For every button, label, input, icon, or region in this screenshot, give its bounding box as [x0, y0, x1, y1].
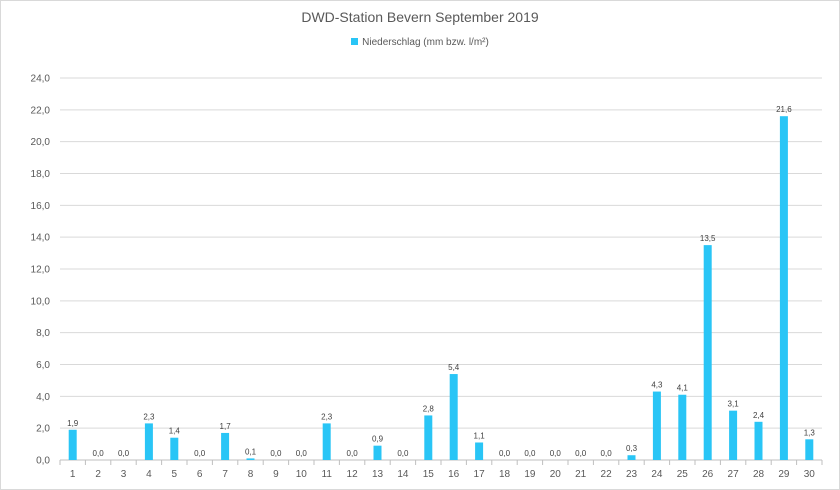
data-label: 0,0: [397, 449, 409, 458]
x-tick-label: 27: [728, 469, 740, 480]
y-tick-label: 8,0: [36, 328, 50, 339]
data-label: 1,3: [804, 428, 816, 437]
data-label: 0,0: [575, 449, 587, 458]
data-label: 0,0: [550, 449, 562, 458]
legend: Niederschlag (mm bzw. l/m²): [0, 37, 840, 48]
y-tick-label: 22,0: [31, 105, 51, 116]
bar: [373, 445, 382, 460]
data-label: 21,6: [776, 105, 792, 114]
data-label: 2,3: [321, 412, 333, 421]
data-label: 0,0: [118, 449, 130, 458]
data-label: 2,8: [423, 404, 435, 413]
x-tick-label: 18: [499, 469, 511, 480]
x-tick-label: 16: [448, 469, 460, 480]
x-tick-label: 22: [601, 469, 613, 480]
x-tick-label: 10: [296, 469, 308, 480]
bar: [144, 423, 153, 460]
bar: [652, 391, 661, 460]
bar: [779, 116, 788, 460]
bar: [322, 423, 331, 460]
x-tick-label: 15: [423, 469, 435, 480]
legend-swatch: [351, 38, 359, 45]
y-tick-label: 0,0: [36, 456, 50, 467]
data-label: 0,0: [347, 449, 359, 458]
x-tick-label: 23: [626, 469, 638, 480]
data-label: 3,1: [728, 400, 740, 409]
y-tick-label: 16,0: [31, 201, 51, 212]
data-label: 0,0: [524, 449, 536, 458]
x-tick-label: 8: [248, 469, 254, 480]
bar: [678, 394, 687, 460]
x-tick-label: 14: [397, 469, 409, 480]
x-tick-label: 28: [753, 469, 765, 480]
x-tick-label: 17: [474, 469, 486, 480]
data-label: 4,3: [651, 381, 663, 390]
data-label: 0,0: [499, 449, 511, 458]
data-label: 2,3: [143, 412, 155, 421]
x-tick-label: 21: [575, 469, 587, 480]
bar: [754, 421, 763, 460]
data-label: 1,7: [220, 422, 232, 431]
data-label: 0,0: [296, 449, 308, 458]
bar: [449, 374, 458, 460]
x-tick-label: 11: [322, 469, 333, 480]
bar: [805, 439, 814, 460]
x-tick-label: 1: [70, 469, 76, 480]
bar: [221, 432, 230, 460]
bar: [703, 245, 712, 460]
data-label: 1,9: [67, 419, 79, 428]
data-label: 4,1: [677, 384, 689, 393]
bar: [170, 437, 179, 460]
x-tick-label: 19: [524, 469, 536, 480]
y-tick-label: 10,0: [31, 296, 51, 307]
y-tick-label: 4,0: [36, 392, 50, 403]
x-tick-label: 9: [273, 469, 279, 480]
y-tick-label: 14,0: [31, 233, 51, 244]
data-label: 0,0: [601, 449, 613, 458]
data-label: 1,4: [169, 427, 181, 436]
legend-label: Niederschlag (mm bzw. l/m²): [362, 37, 489, 48]
y-tick-label: 6,0: [36, 360, 50, 371]
data-label: 0,0: [194, 449, 206, 458]
x-tick-label: 5: [172, 469, 178, 480]
x-tick-label: 2: [95, 469, 101, 480]
x-tick-label: 3: [121, 469, 127, 480]
bar: [246, 458, 255, 460]
data-label: 0,0: [270, 449, 282, 458]
x-tick-label: 26: [702, 469, 714, 480]
y-tick-label: 18,0: [31, 169, 51, 180]
bar: [475, 442, 484, 460]
data-label: 1,1: [474, 431, 486, 440]
x-tick-label: 25: [677, 469, 689, 480]
data-label: 0,9: [372, 435, 384, 444]
x-tick-label: 13: [372, 469, 384, 480]
bar: [627, 455, 636, 460]
x-tick-label: 12: [347, 469, 359, 480]
data-label: 5,4: [448, 363, 460, 372]
bar: [729, 410, 738, 460]
data-label: 0,0: [93, 449, 105, 458]
y-tick-label: 12,0: [31, 265, 51, 276]
data-label: 13,5: [700, 234, 716, 243]
chart-title: DWD-Station Bevern September 2019: [301, 9, 539, 25]
x-tick-label: 30: [804, 469, 816, 480]
data-label: 2,4: [753, 411, 765, 420]
y-tick-label: 20,0: [31, 137, 51, 148]
y-tick-label: 24,0: [31, 74, 51, 85]
bar: [424, 415, 433, 460]
data-label: 0,3: [626, 444, 638, 453]
x-tick-label: 24: [651, 469, 663, 480]
data-label: 0,1: [245, 447, 257, 456]
x-tick-label: 6: [197, 469, 203, 480]
bar: [68, 429, 77, 460]
x-tick-label: 4: [146, 469, 152, 480]
x-tick-label: 29: [778, 469, 790, 480]
x-tick-label: 7: [222, 469, 228, 480]
y-tick-label: 2,0: [36, 424, 50, 435]
x-tick-label: 20: [550, 469, 562, 480]
